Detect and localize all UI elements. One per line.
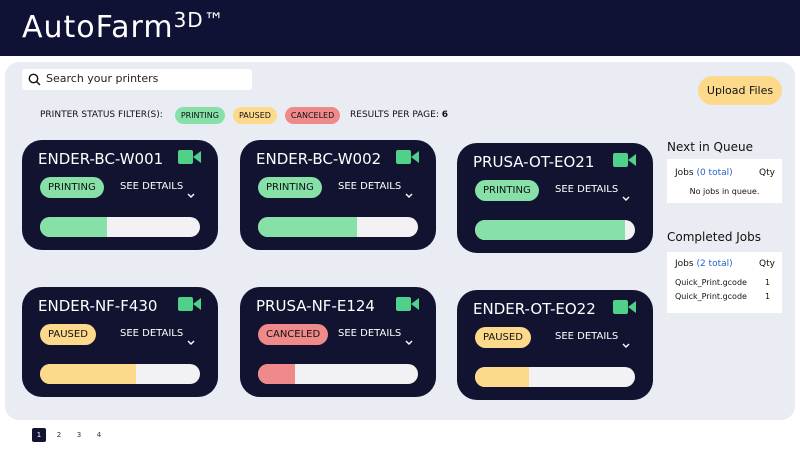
rpp-value[interactable]: 6 (441, 110, 448, 120)
see-details[interactable]: SEE DETAILS (338, 181, 402, 192)
status-pill: PAUSED (40, 324, 96, 345)
camera-icon[interactable] (613, 152, 637, 168)
camera-button[interactable] (178, 296, 202, 316)
printer-name: ENDER-BC-W002 (256, 150, 382, 168)
status-pill: PRINTING (258, 177, 322, 198)
printer-card: ENDER-BC-W001 PRINTING SEE DETAILS (22, 140, 218, 250)
see-details[interactable]: SEE DETAILS (338, 328, 402, 339)
printer-name: ENDER-BC-W001 (38, 150, 164, 168)
printer-card: ENDER-NF-F430 PAUSED SEE DETAILS (22, 287, 218, 397)
title-superscript: 3D™ (173, 8, 225, 32)
camera-icon[interactable] (613, 299, 637, 315)
jobs-label: Jobs (675, 259, 694, 269)
page-button[interactable]: 3 (76, 431, 82, 439)
chevron (622, 187, 630, 206)
chevron-icon (187, 193, 195, 198)
search-box[interactable]: Search your printers (22, 69, 252, 90)
printer-name: ENDER-OT-EO22 (473, 300, 596, 318)
queue-title: Next in Queue (667, 140, 753, 154)
queue-table: Jobs (0 total) Qty No jobs in queue. (667, 159, 782, 203)
job-file: Quick_Print.gcode (675, 292, 747, 301)
jobs-label: Jobs (675, 168, 694, 178)
printer-name: PRUSA-NF-E124 (256, 297, 375, 315)
camera-button[interactable] (396, 296, 420, 316)
qty-label: Qty (759, 168, 775, 178)
job-qty: 1 (765, 292, 771, 301)
chevron-icon (622, 196, 630, 201)
camera-button[interactable] (178, 149, 202, 169)
header: AutoFarm3D™ (0, 0, 800, 56)
progress-track (258, 217, 418, 237)
printer-card: ENDER-OT-EO22 PAUSED SEE DETAILS (457, 290, 653, 400)
upload-button[interactable]: Upload Files (698, 76, 782, 105)
camera-button[interactable] (613, 152, 637, 172)
chevron-icon (187, 340, 195, 345)
chevron-icon (622, 343, 630, 348)
queue-jobs-header: Jobs (0 total) (675, 168, 733, 178)
page-button[interactable]: 4 (96, 431, 102, 439)
chevron-icon (405, 193, 413, 198)
printer-card: ENDER-BC-W002 PRINTING SEE DETAILS (240, 140, 436, 250)
queue-empty: No jobs in queue. (689, 187, 760, 196)
progress-track (40, 217, 200, 237)
see-details[interactable]: SEE DETAILS (120, 181, 184, 192)
see-details[interactable]: SEE DETAILS (555, 331, 619, 342)
progress-track (40, 364, 200, 384)
see-details[interactable]: SEE DETAILS (120, 328, 184, 339)
printer-card: PRUSA-NF-E124 CANCELED SEE DETAILS (240, 287, 436, 397)
filter-label: PRINTER STATUS FILTER(S): (40, 110, 163, 120)
app-title: AutoFarm3D™ (22, 8, 225, 45)
progress-track (258, 364, 418, 384)
title-text: AutoFarm (22, 10, 174, 45)
progress-bar (475, 220, 626, 240)
printer-card: PRUSA-OT-EO21 PRINTING SEE DETAILS (457, 143, 653, 253)
chevron (622, 334, 630, 353)
chevron (187, 184, 195, 203)
camera-icon[interactable] (396, 149, 420, 165)
completed-table: Jobs (2 total) Qty Quick_Print.gcode 1 Qui… (667, 252, 782, 313)
results-per-page: RESULTS PER PAGE: 6 (350, 110, 448, 120)
camera-icon[interactable] (178, 149, 202, 165)
progress-track (475, 220, 635, 240)
status-pill: PAUSED (475, 327, 531, 348)
printer-name: ENDER-NF-F430 (38, 297, 158, 315)
page-button[interactable]: 1 (32, 428, 46, 442)
progress-bar (475, 367, 530, 387)
camera-icon[interactable] (396, 296, 420, 312)
see-details[interactable]: SEE DETAILS (555, 184, 619, 195)
page-button[interactable]: 2 (56, 431, 62, 439)
progress-track (475, 367, 635, 387)
status-pill: PRINTING (40, 177, 104, 198)
camera-button[interactable] (396, 149, 420, 169)
progress-bar (258, 364, 295, 384)
search-placeholder: Search your printers (46, 72, 159, 85)
qty-label: Qty (759, 259, 775, 269)
printer-name: PRUSA-OT-EO21 (473, 153, 595, 171)
camera-button[interactable] (613, 299, 637, 319)
chevron (187, 331, 195, 350)
completed-title: Completed Jobs (667, 230, 762, 244)
filter-pill[interactable]: PAUSED (232, 106, 277, 124)
status-pill: PRINTING (475, 180, 539, 201)
jobs-count: (0 total) (696, 168, 733, 178)
filter-pill[interactable]: CANCELED (284, 106, 341, 124)
jobs-count: (2 total) (696, 259, 733, 269)
status-filter: PRINTER STATUS FILTER(S): PRINTING PAUSED C… (40, 105, 341, 125)
progress-bar (40, 364, 136, 384)
filter-pill[interactable]: PRINTING (174, 106, 225, 124)
progress-bar (258, 217, 358, 237)
search-icon (28, 73, 41, 86)
progress-bar (40, 217, 108, 237)
completed-jobs-header: Jobs (2 total) (675, 259, 733, 269)
camera-icon[interactable] (178, 296, 202, 312)
chevron (405, 184, 413, 203)
status-pill: CANCELED (258, 324, 329, 345)
rpp-label: RESULTS PER PAGE: (350, 110, 439, 120)
job-qty: 1 (765, 278, 771, 287)
chevron (405, 331, 413, 350)
chevron-icon (405, 340, 413, 345)
job-file: Quick_Print.gcode (675, 278, 747, 287)
